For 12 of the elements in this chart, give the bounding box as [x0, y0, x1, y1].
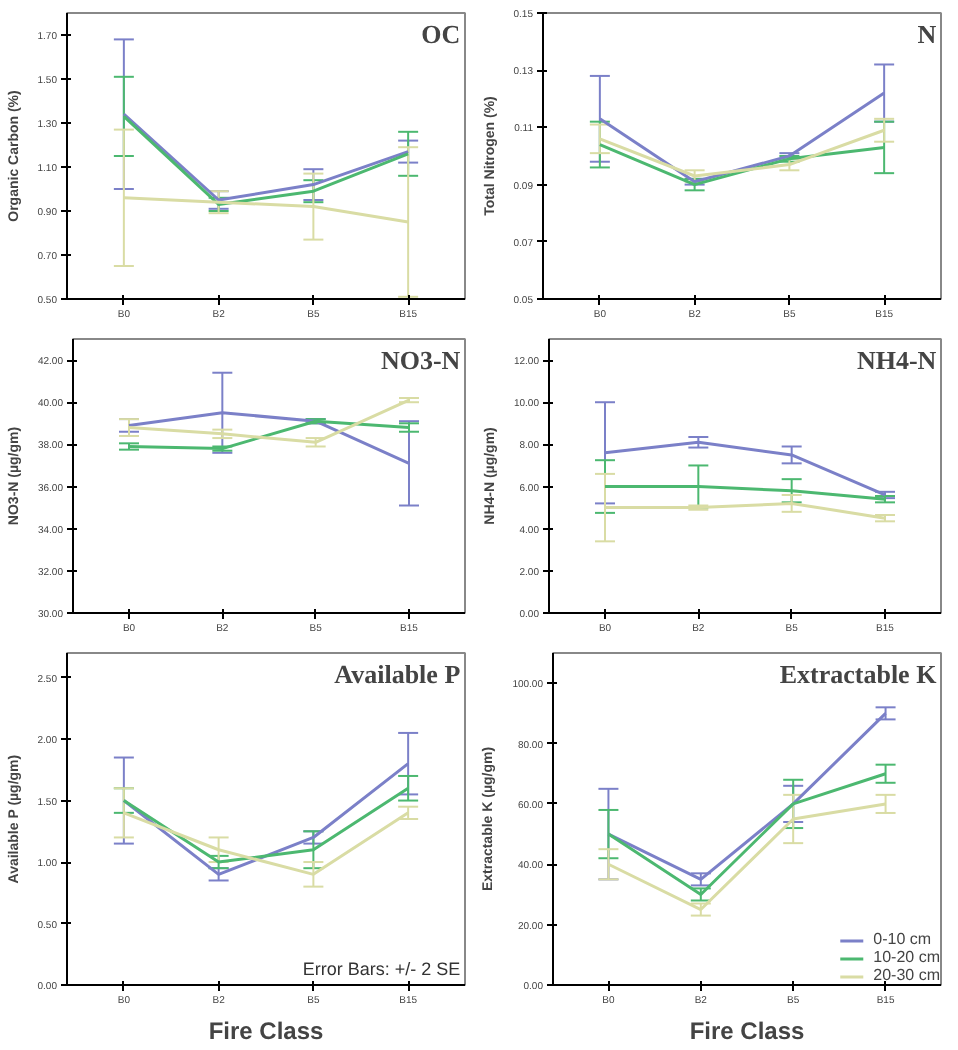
legend-label: 20-30 cm [873, 966, 940, 984]
chart-title: NH4-N [856, 345, 938, 375]
legend-label: 10-20 cm [873, 948, 940, 966]
chart-title: NO3-N [380, 345, 462, 375]
x-axis-title: Fire Class [208, 1017, 325, 1045]
annotation: Error Bars: +/- 2 SE [302, 959, 461, 979]
chart-title: N [917, 19, 938, 49]
chart-title: OC [421, 19, 461, 49]
legend-label: 0-10 cm [873, 930, 932, 948]
x-axis-title: Fire Class [689, 1017, 806, 1045]
chart-title: Extractable K [779, 659, 939, 689]
chart-title: Available P [334, 659, 461, 689]
